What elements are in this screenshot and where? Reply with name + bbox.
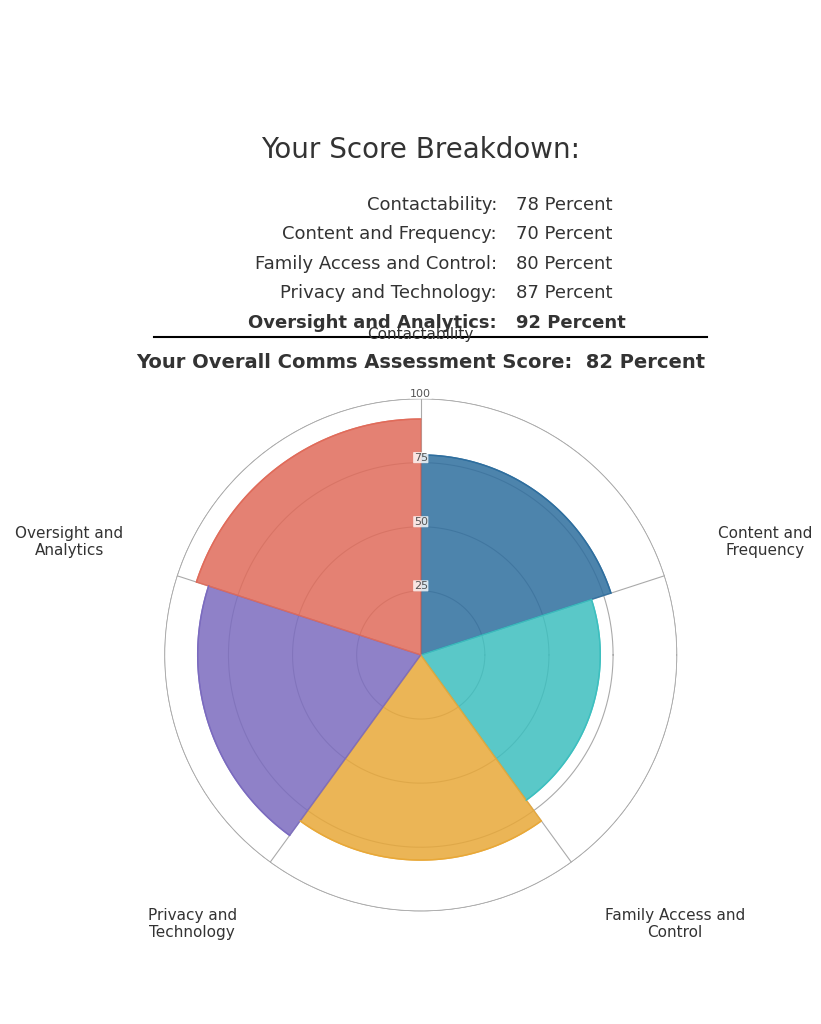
Text: 70 Percent: 70 Percent	[516, 225, 612, 244]
Text: Family Access and
Control: Family Access and Control	[604, 908, 745, 940]
Text: 87 Percent: 87 Percent	[516, 285, 612, 302]
Text: 75: 75	[414, 453, 428, 463]
Text: 50: 50	[414, 517, 428, 526]
Text: Content and
Frequency: Content and Frequency	[718, 526, 813, 558]
Text: Your Score Breakdown:: Your Score Breakdown:	[261, 136, 580, 164]
Polygon shape	[421, 599, 600, 800]
Text: 78 Percent: 78 Percent	[516, 196, 612, 214]
Text: 25: 25	[414, 581, 428, 591]
Text: Oversight and Analytics:: Oversight and Analytics:	[249, 314, 498, 332]
Polygon shape	[198, 586, 421, 836]
Text: Content and Frequency:: Content and Frequency:	[282, 225, 498, 244]
Polygon shape	[300, 655, 541, 860]
Text: Privacy and Technology:: Privacy and Technology:	[281, 285, 498, 302]
Text: 100: 100	[410, 388, 431, 398]
Text: Oversight and
Analytics: Oversight and Analytics	[15, 526, 123, 558]
Text: Contactability:: Contactability:	[367, 196, 498, 214]
Polygon shape	[421, 455, 611, 655]
Text: 80 Percent: 80 Percent	[516, 255, 612, 273]
Text: Contactability: Contactability	[368, 327, 474, 342]
Text: 92 Percent: 92 Percent	[516, 314, 626, 332]
Polygon shape	[196, 419, 421, 655]
Text: Privacy and
Technology: Privacy and Technology	[148, 908, 237, 940]
Text: Your Overall Comms Assessment Score:  82 Percent: Your Overall Comms Assessment Score: 82 …	[136, 353, 705, 372]
Text: Family Access and Control:: Family Access and Control:	[255, 255, 498, 273]
